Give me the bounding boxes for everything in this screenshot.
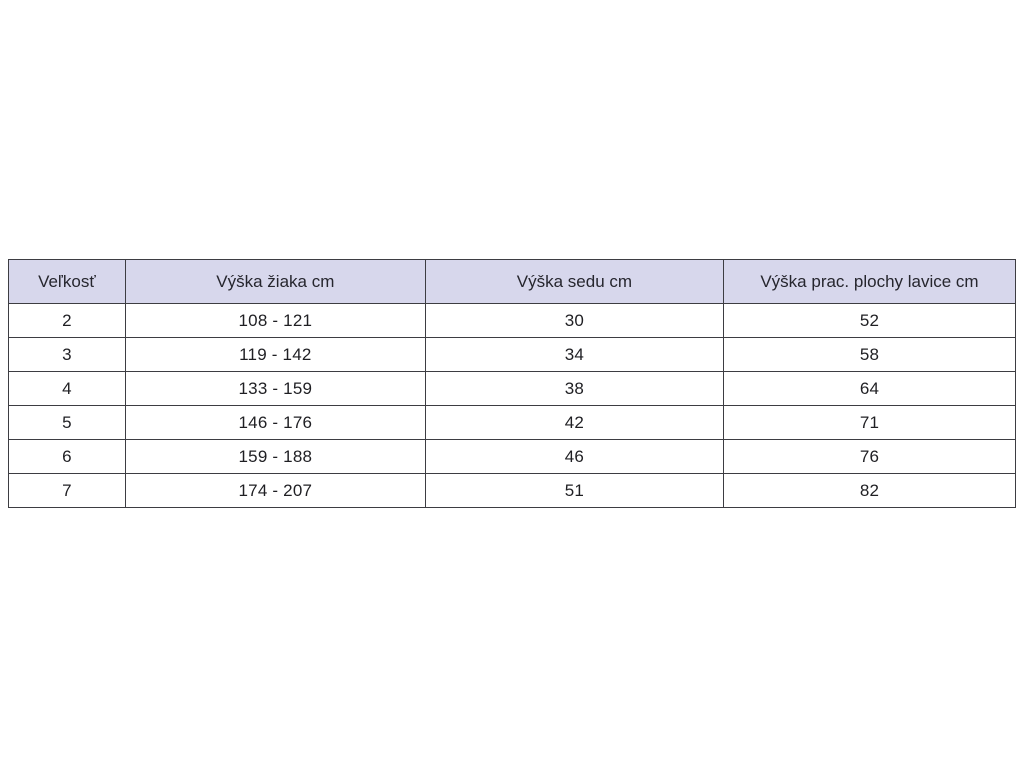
table-row: 3 119 - 142 34 58: [8, 337, 1017, 372]
table-cell-pupil-height: 159 - 188: [124, 439, 426, 474]
column-header-desk-surface-height: Výška prac. plochy lavice cm: [722, 259, 1017, 304]
table-cell-size: 5: [8, 405, 126, 440]
table-cell-size: 6: [8, 439, 126, 474]
table-cell-seat-height: 34: [424, 337, 724, 372]
column-header-size: Veľkosť: [8, 259, 126, 304]
table-cell-seat-height: 38: [424, 371, 724, 406]
table-cell-pupil-height: 174 - 207: [124, 473, 426, 508]
table-row: 5 146 - 176 42 71: [8, 405, 1017, 440]
table-cell-desk-height: 71: [722, 405, 1017, 440]
table-cell-desk-height: 52: [722, 303, 1017, 338]
table-header-row: Veľkosť Výška žiaka cm Výška sedu cm Výš…: [8, 259, 1017, 304]
table-cell-desk-height: 82: [722, 473, 1017, 508]
table-cell-desk-height: 64: [722, 371, 1017, 406]
table-row: 7 174 - 207 51 82: [8, 473, 1017, 508]
table-row: 6 159 - 188 46 76: [8, 439, 1017, 474]
table-cell-seat-height: 30: [424, 303, 724, 338]
table-cell-seat-height: 51: [424, 473, 724, 508]
table-cell-desk-height: 76: [722, 439, 1017, 474]
table-cell-seat-height: 42: [424, 405, 724, 440]
column-header-pupil-height: Výška žiaka cm: [124, 259, 426, 304]
table-cell-size: 2: [8, 303, 126, 338]
table-cell-pupil-height: 108 - 121: [124, 303, 426, 338]
size-table-container: Veľkosť Výška žiaka cm Výška sedu cm Výš…: [8, 259, 1017, 508]
table-row: 2 108 - 121 30 52: [8, 303, 1017, 338]
table-cell-desk-height: 58: [722, 337, 1017, 372]
column-header-seat-height: Výška sedu cm: [424, 259, 724, 304]
table-cell-seat-height: 46: [424, 439, 724, 474]
school-furniture-size-table: Veľkosť Výška žiaka cm Výška sedu cm Výš…: [8, 259, 1017, 508]
table-cell-size: 3: [8, 337, 126, 372]
table-cell-size: 4: [8, 371, 126, 406]
table-cell-size: 7: [8, 473, 126, 508]
table-cell-pupil-height: 119 - 142: [124, 337, 426, 372]
table-row: 4 133 - 159 38 64: [8, 371, 1017, 406]
table-cell-pupil-height: 133 - 159: [124, 371, 426, 406]
table-cell-pupil-height: 146 - 176: [124, 405, 426, 440]
